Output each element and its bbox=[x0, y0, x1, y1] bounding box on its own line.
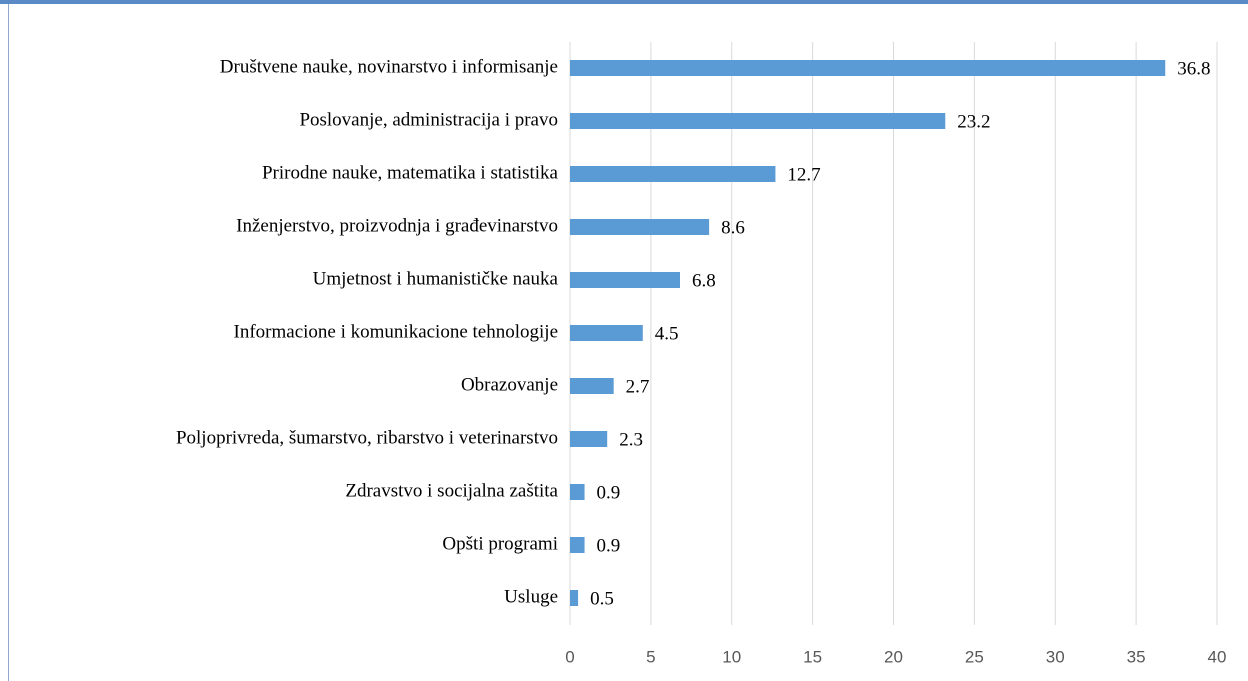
data-label: 4.5 bbox=[655, 323, 679, 344]
y-tick-label: Usluge bbox=[504, 586, 558, 607]
y-tick-label: Informacione i komunikacione tehnologije bbox=[234, 321, 558, 342]
y-tick-label: Poljoprivreda, šumarstvo, ribarstvo i ve… bbox=[176, 427, 558, 448]
x-tick-label: 35 bbox=[1127, 647, 1146, 666]
x-tick-label: 20 bbox=[884, 647, 903, 666]
bar bbox=[570, 113, 946, 129]
y-tick-label: Opšti programi bbox=[442, 533, 558, 554]
x-tick-label: 25 bbox=[965, 647, 984, 666]
data-label: 0.9 bbox=[597, 482, 621, 503]
top-border bbox=[0, 0, 1248, 4]
data-label: 0.9 bbox=[597, 535, 621, 556]
y-tick-label: Društvene nauke, novinarstvo i informisa… bbox=[220, 56, 558, 77]
data-label: 23.2 bbox=[957, 111, 990, 132]
y-tick-label: Umjetnost i humanističke nauka bbox=[313, 268, 559, 289]
data-label: 8.6 bbox=[721, 217, 745, 238]
bar bbox=[570, 378, 614, 394]
y-tick-label: Prirodne nauke, matematika i statistika bbox=[262, 162, 559, 183]
y-tick-label: Poslovanje, administracija i pravo bbox=[299, 109, 558, 130]
x-tick-label: 15 bbox=[803, 647, 822, 666]
bar bbox=[570, 219, 710, 235]
data-label: 12.7 bbox=[787, 164, 820, 185]
bar bbox=[570, 325, 643, 341]
bar bbox=[570, 590, 579, 606]
bar bbox=[570, 60, 1166, 76]
y-tick-label: Obrazovanje bbox=[461, 374, 558, 395]
bar bbox=[570, 166, 776, 182]
data-label: 6.8 bbox=[692, 270, 716, 291]
bar bbox=[570, 431, 608, 447]
data-label: 2.3 bbox=[619, 429, 643, 450]
y-tick-label: Inženjerstvo, proizvodnja i građevinarst… bbox=[236, 215, 558, 236]
data-label: 2.7 bbox=[626, 376, 650, 397]
x-tick-label: 5 bbox=[646, 647, 655, 666]
bar bbox=[570, 272, 680, 288]
x-tick-label: 40 bbox=[1208, 647, 1227, 666]
y-tick-label: Zdravstvo i socijalna zaštita bbox=[345, 480, 558, 501]
data-label: 36.8 bbox=[1177, 58, 1210, 79]
bar bbox=[570, 537, 585, 553]
bar bbox=[570, 484, 585, 500]
x-tick-label: 0 bbox=[565, 647, 574, 666]
x-tick-label: 30 bbox=[1046, 647, 1065, 666]
x-tick-label: 10 bbox=[722, 647, 741, 666]
data-label: 0.5 bbox=[590, 588, 614, 609]
